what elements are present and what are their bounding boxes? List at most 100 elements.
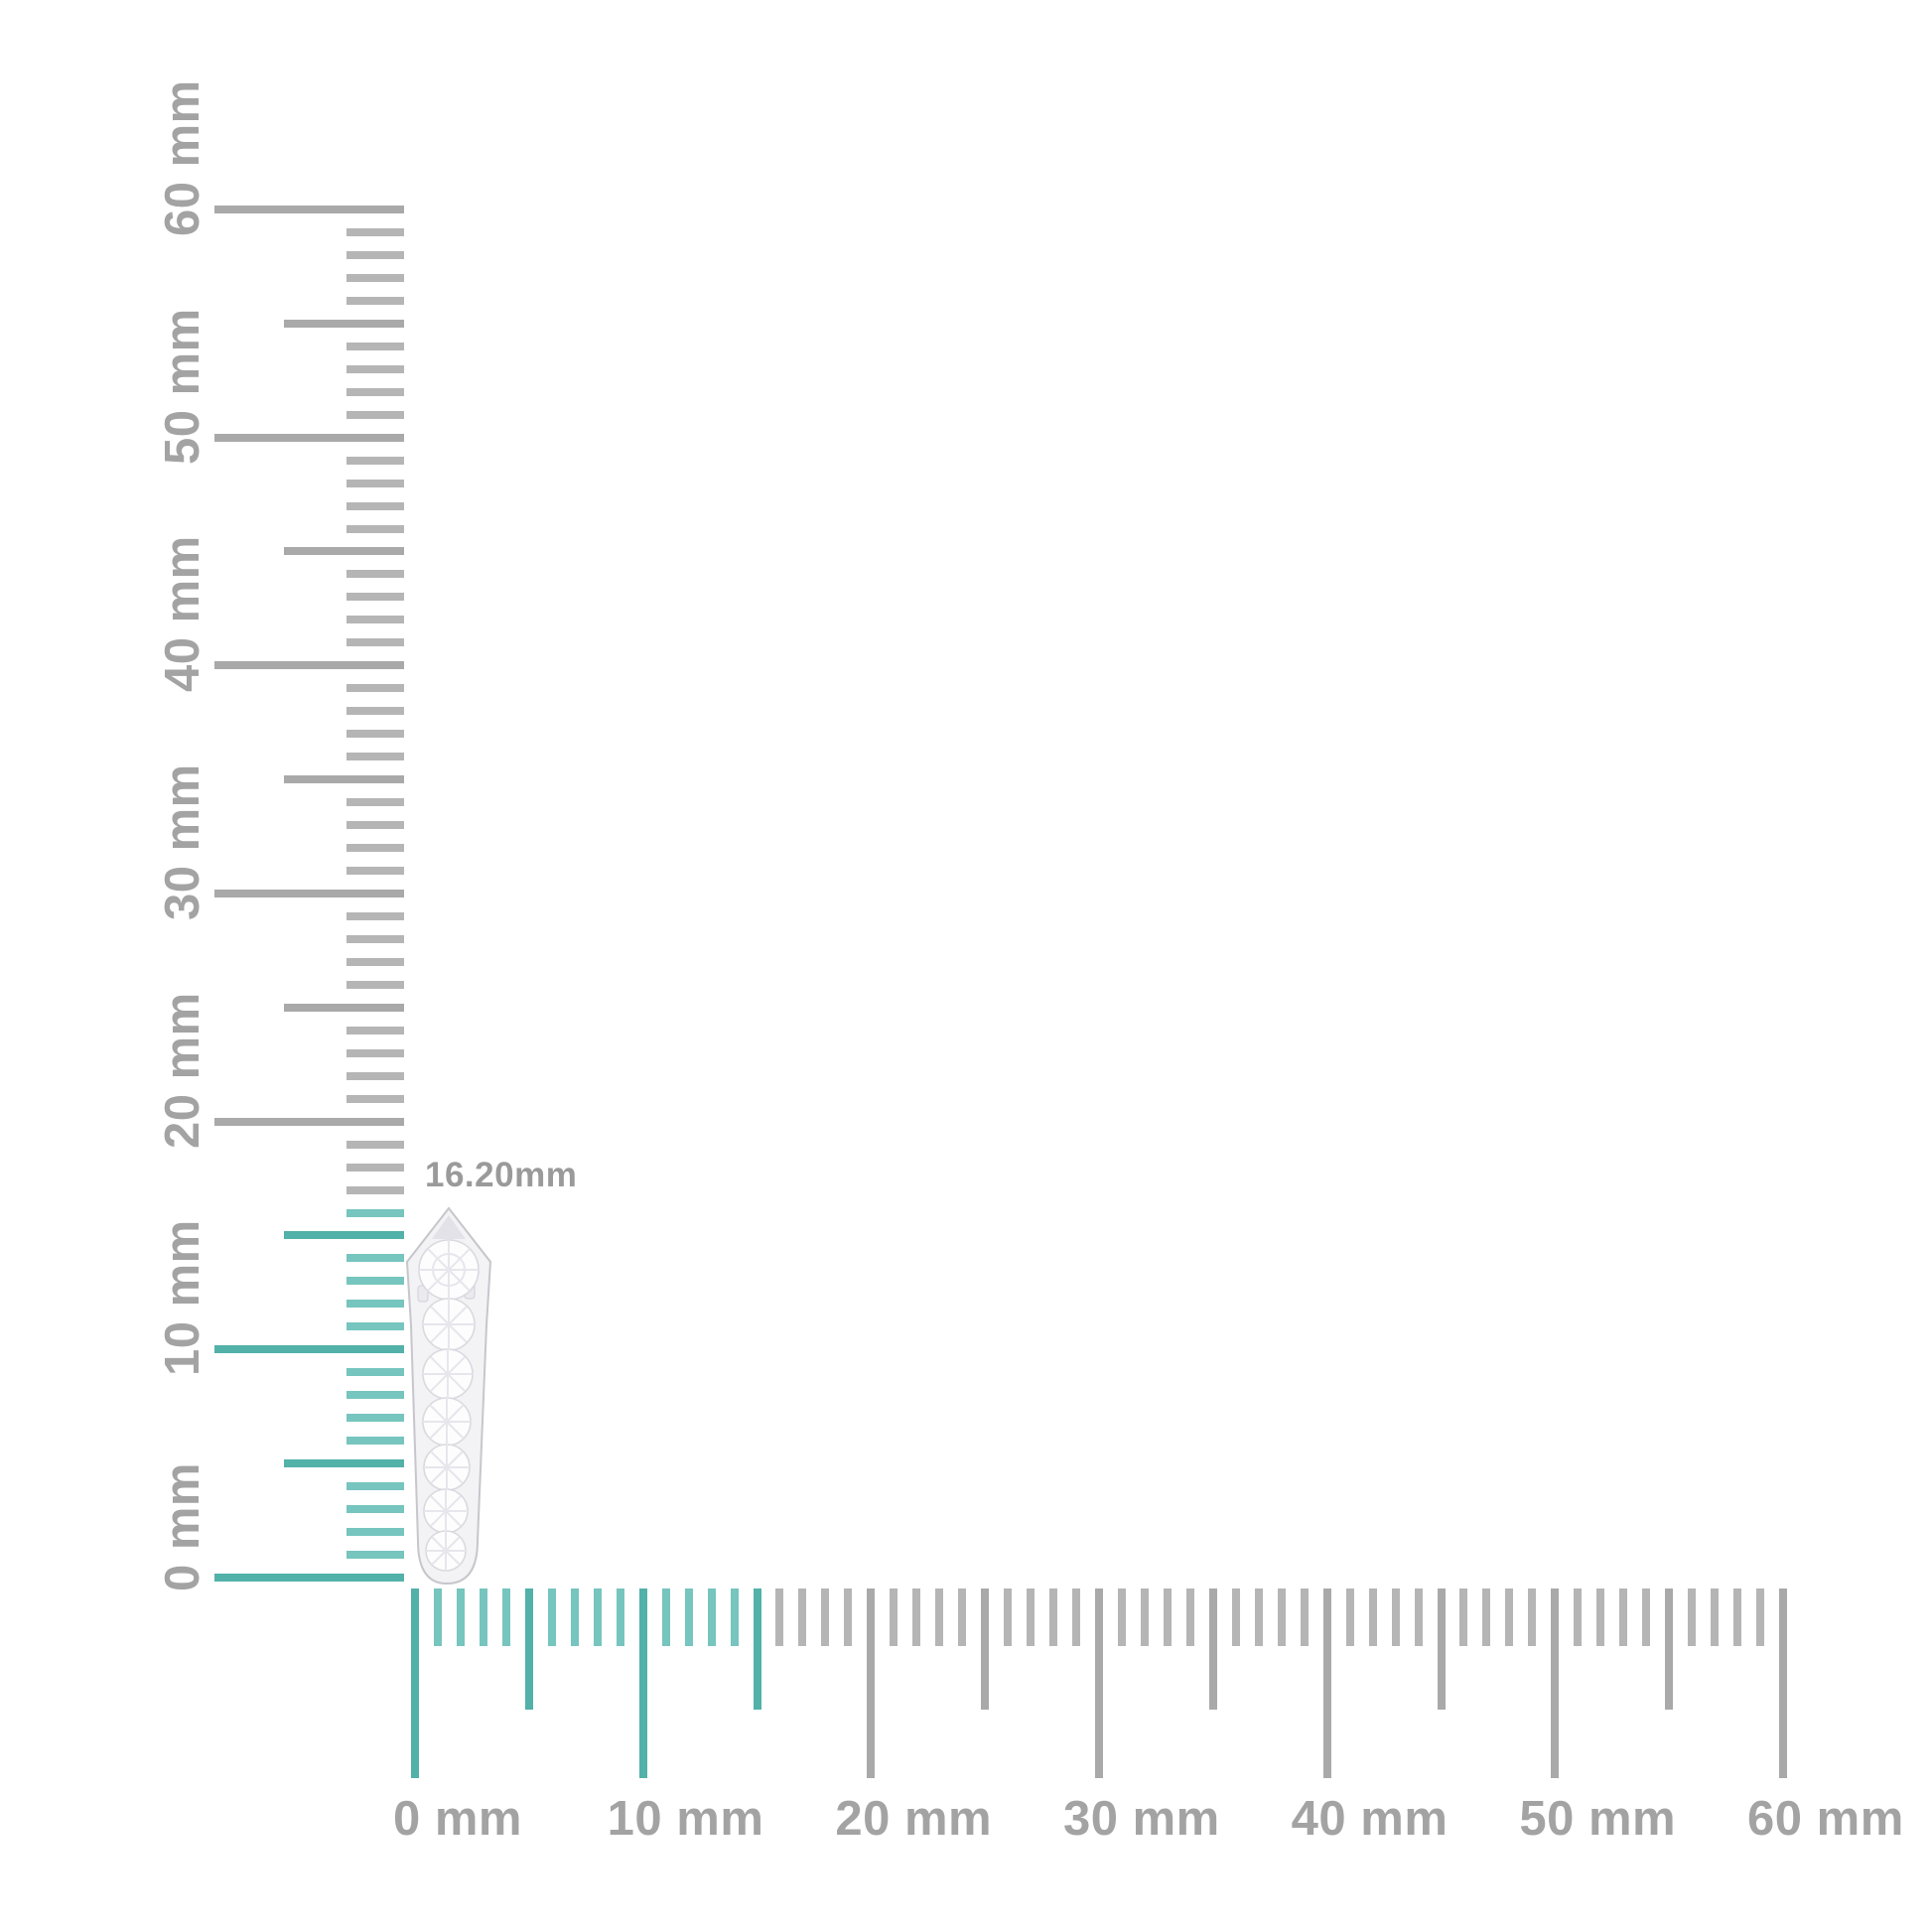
ruler-tick: [616, 1588, 624, 1646]
ruler-tick: [346, 1026, 404, 1035]
ruler-tick: [346, 593, 404, 602]
jewelry-photo: [405, 1206, 492, 1586]
jewelry-facets: [419, 1240, 479, 1571]
ruler-tick: [1322, 1588, 1331, 1778]
ruler-tick: [346, 638, 404, 647]
ruler-tick: [1117, 1588, 1126, 1646]
ruler-tick: [1140, 1588, 1149, 1646]
ruler-tick: [346, 1277, 404, 1286]
ruler-tick: [1391, 1588, 1400, 1646]
ruler-tick: [1574, 1588, 1583, 1646]
ruler-tick: [346, 1048, 404, 1057]
ruler-tick: [1688, 1588, 1697, 1646]
ruler-tick: [346, 524, 404, 533]
ruler-tick: [730, 1588, 739, 1646]
ruler-tick: [346, 707, 404, 716]
ruler-tick: [775, 1588, 784, 1646]
h-axis-label: 20 mm: [835, 1792, 993, 1846]
h-axis-label: 30 mm: [1063, 1792, 1220, 1846]
ruler-tick: [1368, 1588, 1377, 1646]
ruler-tick: [707, 1588, 716, 1646]
ruler-tick: [1208, 1588, 1217, 1710]
ruler-tick: [346, 1322, 404, 1331]
ruler-tick: [346, 296, 404, 305]
ruler-tick: [346, 456, 404, 465]
v-axis-label: 40 mm: [156, 535, 209, 693]
ruler-tick: [456, 1588, 465, 1646]
ruler-tick: [661, 1588, 670, 1646]
ruler-tick: [346, 1551, 404, 1560]
ruler-tick: [1072, 1588, 1081, 1646]
ruler-tick: [346, 1414, 404, 1423]
ruler-tick: [346, 1482, 404, 1491]
ruler-tick: [1551, 1588, 1560, 1778]
measurement-label: 16.20mm: [425, 1156, 578, 1194]
ruler-tick: [1711, 1588, 1720, 1646]
ruler-tick: [1596, 1588, 1605, 1646]
v-axis-label: 20 mm: [156, 991, 209, 1149]
ruler-tick: [1459, 1588, 1468, 1646]
ruler-tick: [214, 1345, 404, 1354]
ruler-tick: [433, 1588, 442, 1646]
ruler-tick: [346, 753, 404, 761]
ruler-tick: [821, 1588, 830, 1646]
ruler-tick: [935, 1588, 944, 1646]
v-axis-label: 30 mm: [156, 763, 209, 920]
ruler-tick: [214, 1574, 404, 1582]
ruler-tick: [798, 1588, 807, 1646]
v-axis-label: 60 mm: [156, 79, 209, 236]
ruler-tick: [1528, 1588, 1537, 1646]
ruler-tick: [346, 1368, 404, 1377]
ruler-tick: [346, 387, 404, 396]
ruler-tick: [346, 501, 404, 510]
ruler-tick: [1756, 1588, 1765, 1646]
jewelry-tip-facet: [432, 1215, 466, 1239]
ruler-tick: [1414, 1588, 1423, 1646]
ruler-tick: [547, 1588, 556, 1646]
ruler-tick: [501, 1588, 510, 1646]
ruler-tick: [1437, 1588, 1446, 1710]
ruler-tick: [346, 273, 404, 282]
ruler-tick: [1642, 1588, 1651, 1646]
ruler-tick: [346, 1300, 404, 1309]
ruler-tick: [1004, 1588, 1013, 1646]
ruler-tick: [284, 1459, 404, 1468]
ruler-tick: [684, 1588, 693, 1646]
ruler-tick: [411, 1588, 419, 1778]
ruler-tick: [214, 433, 404, 442]
ruler-tick: [570, 1588, 579, 1646]
ruler-tick: [346, 250, 404, 259]
h-axis-label: 40 mm: [1291, 1792, 1449, 1846]
ruler-tick: [346, 821, 404, 830]
ruler-tick: [346, 227, 404, 236]
ruler-tick: [284, 1231, 404, 1240]
ruler-tick: [346, 957, 404, 966]
ruler-tick: [346, 342, 404, 350]
ruler-tick: [346, 479, 404, 487]
ruler-tick: [1779, 1588, 1788, 1778]
ruler-tick: [867, 1588, 876, 1778]
v-axis-label: 50 mm: [156, 307, 209, 465]
ruler-tick: [1027, 1588, 1035, 1646]
ruler-tick: [346, 1254, 404, 1263]
h-axis-label: 50 mm: [1519, 1792, 1677, 1846]
ruler-tick: [284, 1003, 404, 1012]
ruler-tick: [1049, 1588, 1058, 1646]
ruler-tick: [284, 547, 404, 556]
ruler-tick: [524, 1588, 533, 1710]
ruler-tick: [346, 570, 404, 579]
ruler-tick: [214, 205, 404, 213]
ruler-tick: [753, 1588, 761, 1710]
ruler-tick: [981, 1588, 990, 1710]
ruler-tick: [346, 911, 404, 920]
h-axis-label: 0 mm: [393, 1792, 523, 1846]
v-axis-label: 0 mm: [156, 1461, 209, 1591]
ruler-tick: [346, 616, 404, 624]
h-axis-label: 10 mm: [607, 1792, 764, 1846]
ruler-tick: [1345, 1588, 1354, 1646]
ruler-tick: [1733, 1588, 1742, 1646]
ruler-tick: [844, 1588, 853, 1646]
ruler-tick: [214, 889, 404, 897]
ruler-tick: [346, 1437, 404, 1446]
